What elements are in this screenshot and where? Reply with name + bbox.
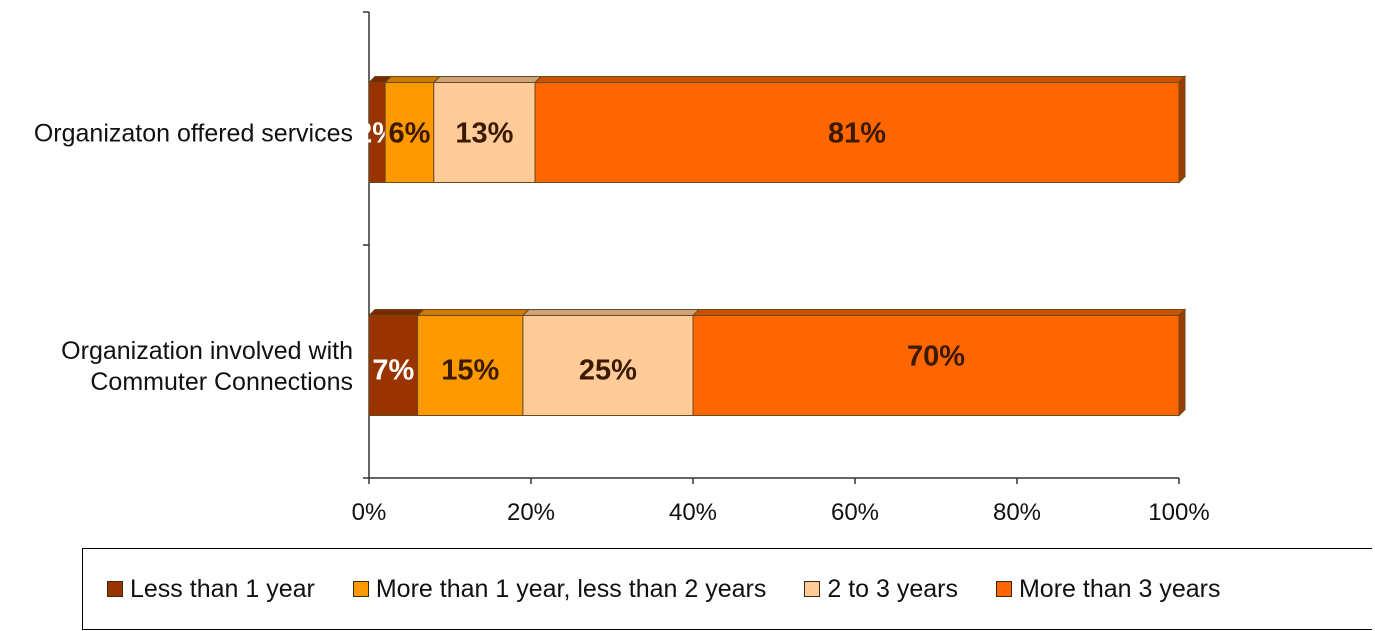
category-label: Commuter Connections (90, 368, 353, 396)
legend-item: More than 1 year, less than 2 years (352, 574, 767, 604)
bar-segment (534, 82, 1180, 183)
bar-segment-top (367, 309, 425, 316)
category-label: Organization involved with (61, 337, 353, 365)
bar-segment-top (533, 76, 1187, 83)
legend-item: 2 to 3 years (804, 575, 958, 604)
bar-segment-top (521, 309, 701, 316)
x-tick-label: 20% (507, 499, 555, 526)
legend-swatch (804, 581, 821, 597)
bar-segment-top (432, 76, 543, 83)
legend-label: More than 1 year, less than 2 years (375, 574, 767, 603)
bar-segment-side (1178, 308, 1186, 417)
legend-label: 2 to 3 years (827, 574, 958, 603)
data-label: 13% (455, 118, 513, 150)
bar-segment (433, 82, 536, 183)
legend-swatch (107, 581, 123, 597)
data-label: 70% (907, 341, 965, 373)
data-label: 81% (828, 118, 886, 150)
x-tick-label: 40% (669, 499, 717, 526)
data-label: 6% (389, 118, 431, 150)
category-label: Organizaton offered services (34, 120, 353, 148)
data-label: 15% (441, 355, 499, 387)
x-tick-label: 0% (352, 499, 387, 526)
legend-item: More than 3 years (995, 574, 1221, 604)
legend-swatch (995, 581, 1012, 597)
legend-swatch (352, 581, 369, 597)
bar-segment-top (691, 309, 1187, 316)
legend-item: Less than 1 year (107, 575, 315, 604)
bar-segment-top (383, 76, 442, 83)
x-tick-label: 80% (993, 499, 1041, 526)
x-tick-label: 100% (1148, 499, 1209, 526)
bar-segment-top (416, 309, 531, 316)
legend-label: Less than 1 year (130, 574, 315, 603)
bar-segment (417, 315, 524, 416)
bar-segment (692, 315, 1180, 416)
legend-label: More than 3 years (1018, 574, 1221, 603)
bar-segment-side (1178, 75, 1186, 184)
data-label: 7% (372, 355, 414, 387)
x-tick-label: 60% (831, 499, 879, 526)
data-label: 25% (579, 355, 637, 387)
bar-segment (368, 315, 419, 416)
stacked-bar-chart: 0% 20% 40% 60% 80% 100% Organizaton offered se… (34, 11, 1210, 526)
chart-legend: Less than 1 year More than 1 year, less t… (82, 548, 1372, 630)
